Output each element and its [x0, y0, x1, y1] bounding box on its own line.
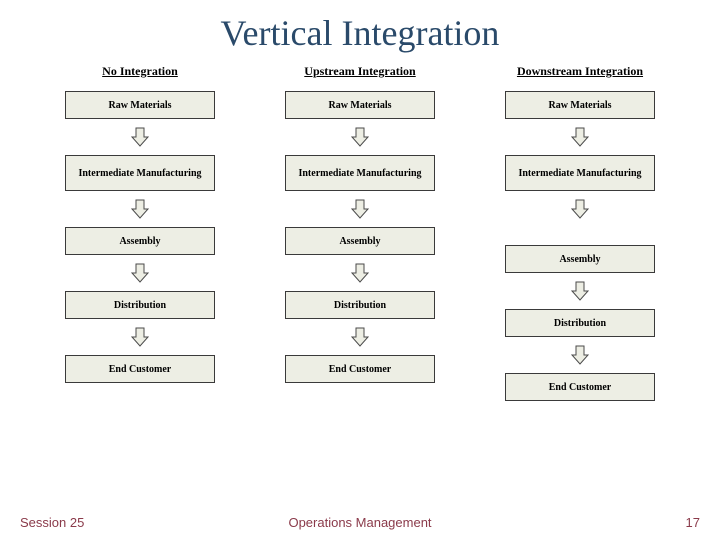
footer-session: Session 25 — [20, 515, 84, 530]
stage-box: End Customer — [65, 355, 215, 383]
column-no-integration: No Integration Raw Materials Intermediat… — [40, 64, 240, 401]
column-header: Downstream Integration — [517, 64, 643, 79]
stage-box: Intermediate Manufacturing — [285, 155, 435, 191]
stage-box: Assembly — [65, 227, 215, 255]
down-arrow-icon — [571, 345, 589, 365]
stage-box: Distribution — [65, 291, 215, 319]
down-arrow-icon — [351, 199, 369, 219]
stage-box: Distribution — [285, 291, 435, 319]
down-arrow-icon — [131, 327, 149, 347]
column-downstream-integration: Downstream Integration Raw Materials Int… — [480, 64, 680, 401]
column-header: Upstream Integration — [304, 64, 415, 79]
down-arrow-icon — [351, 127, 369, 147]
down-arrow-icon — [131, 263, 149, 283]
stage-box: End Customer — [285, 355, 435, 383]
column-header: No Integration — [102, 64, 178, 79]
down-arrow-icon — [131, 127, 149, 147]
down-arrow-icon — [351, 263, 369, 283]
columns-container: No Integration Raw Materials Intermediat… — [0, 54, 720, 401]
stage-box: Raw Materials — [65, 91, 215, 119]
down-arrow-icon — [571, 199, 589, 219]
stage-box: Raw Materials — [285, 91, 435, 119]
stage-box: Intermediate Manufacturing — [505, 155, 655, 191]
down-arrow-icon — [571, 281, 589, 301]
down-arrow-icon — [351, 327, 369, 347]
stage-box: Assembly — [285, 227, 435, 255]
stage-box: Assembly — [505, 245, 655, 273]
slide-title: Vertical Integration — [0, 0, 720, 54]
footer-course: Operations Management — [288, 515, 431, 530]
column-upstream-integration: Upstream Integration Raw Materials Inter… — [260, 64, 460, 401]
slide-footer: Session 25 Operations Management 17 — [0, 515, 720, 530]
stage-box: Distribution — [505, 309, 655, 337]
down-arrow-icon — [571, 127, 589, 147]
down-arrow-icon — [131, 199, 149, 219]
stage-box: Raw Materials — [505, 91, 655, 119]
stage-box: End Customer — [505, 373, 655, 401]
stage-box: Intermediate Manufacturing — [65, 155, 215, 191]
footer-page-number: 17 — [686, 515, 700, 530]
